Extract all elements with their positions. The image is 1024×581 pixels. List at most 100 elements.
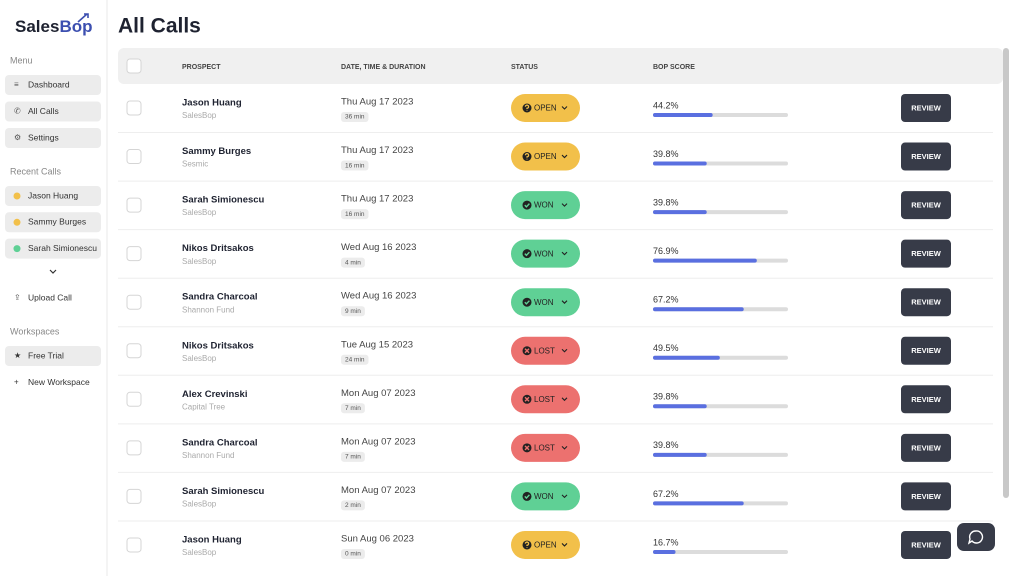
review-label[interactable]: REVIEW [911,103,942,112]
row-checkbox[interactable] [126,149,142,165]
call-date: Sun Aug 06 2023 [341,533,414,544]
workspace-bg[interactable] [5,346,101,366]
chat-button[interactable] [957,523,995,551]
status-icon-glyph [524,396,530,402]
column-header: BOP SCORE [653,64,695,71]
status-pill[interactable] [511,385,580,414]
duration-badge [341,548,365,559]
nav-icon: ✆ [14,107,21,116]
review-button[interactable] [901,288,951,317]
status-label[interactable]: WON [534,249,554,258]
nav-item[interactable]: All Calls [28,106,59,116]
nav-item[interactable]: Settings [28,132,59,142]
nav-item-bg[interactable] [5,101,101,122]
status-pill[interactable] [511,142,580,171]
recent-call-bg[interactable] [5,212,101,233]
review-label[interactable]: REVIEW [911,152,942,161]
status-label[interactable]: WON [534,298,554,307]
duration-badge [341,257,365,268]
nav-item-bg[interactable] [5,75,101,95]
recent-status-dot [13,245,21,253]
status-pill[interactable] [511,94,580,122]
recent-call[interactable]: Sammy Burges [28,217,86,227]
expand-chevron[interactable] [49,269,57,274]
select-all-checkbox[interactable] [126,58,142,74]
nav-item-bg[interactable] [5,128,101,148]
review-button[interactable] [901,385,951,414]
column-header: DATE, TIME & DURATION [341,64,426,71]
recent-call-bg[interactable] [5,238,101,259]
sidebar-section-title: Workspaces [10,326,60,336]
row-checkbox[interactable] [126,294,142,310]
workspace-item[interactable]: Free Trial [28,350,64,360]
chat-bg[interactable] [957,523,995,551]
recent-call-bg[interactable] [5,186,101,206]
call-duration: 16 min [345,211,365,218]
review-button[interactable] [901,94,951,122]
prospect-name: Jason Huang [182,534,242,545]
page-title: All Calls [118,15,201,38]
score-bar [653,404,707,409]
prospect-company: SalesBop [182,500,217,509]
status-icon [522,200,532,210]
status-label[interactable]: WON [534,492,554,501]
status-label[interactable]: OPEN [534,541,557,550]
row-checkbox[interactable] [126,246,142,262]
review-label[interactable]: REVIEW [911,443,942,452]
row-checkbox[interactable] [126,440,142,456]
call-date: Thu Aug 17 2023 [341,145,413,156]
row-checkbox[interactable] [126,391,142,407]
row-checkbox[interactable] [126,343,142,359]
review-button[interactable] [901,482,951,511]
status-pill[interactable] [511,482,580,511]
duration-badge [341,160,369,171]
call-date: Thu Aug 17 2023 [341,194,413,205]
status-pill[interactable] [511,530,580,559]
status-pill[interactable] [511,239,580,268]
status-icon-glyph [524,541,530,548]
recent-call[interactable]: Jason Huang [28,190,78,200]
review-label[interactable]: REVIEW [911,540,942,549]
status-icon [522,491,532,501]
review-label[interactable]: REVIEW [911,249,942,258]
status-label[interactable]: LOST [534,346,555,355]
status-icon-glyph [524,203,530,208]
status-pill[interactable] [511,288,580,317]
row-checkbox[interactable] [126,197,142,213]
review-button[interactable] [901,239,951,268]
row-checkbox[interactable] [126,100,142,116]
prospect-name: Sandra Charcoal [182,437,258,448]
review-button[interactable] [901,142,951,171]
review-label[interactable]: REVIEW [911,492,942,501]
status-pill[interactable] [511,191,580,220]
nav-item[interactable]: Dashboard [28,79,70,89]
status-pill[interactable] [511,433,580,462]
status-label[interactable]: LOST [534,443,555,452]
review-label[interactable]: REVIEW [911,346,942,355]
status-label[interactable]: LOST [534,395,555,404]
review-label[interactable]: REVIEW [911,395,942,404]
score-bar [653,307,744,312]
status-chevron [561,154,568,159]
row-checkbox[interactable] [126,537,142,553]
bop-score: 39.8% [653,149,679,159]
review-button[interactable] [901,336,951,365]
recent-call[interactable]: Sarah Simionescu [28,243,97,253]
review-button[interactable] [901,191,951,220]
status-chevron [561,445,568,450]
row-checkbox[interactable] [126,488,142,504]
bop-score: 49.5% [653,343,679,353]
status-label[interactable]: OPEN [534,104,557,113]
bop-score: 39.8% [653,440,679,450]
review-button[interactable] [901,530,951,559]
status-label[interactable]: WON [534,201,554,210]
upload-call[interactable]: Upload Call [28,292,72,302]
review-label[interactable]: REVIEW [911,298,942,307]
review-label[interactable]: REVIEW [911,201,942,210]
status-label[interactable]: OPEN [534,152,557,161]
table-header-bg [118,48,1003,84]
workspace-item[interactable]: New Workspace [28,377,90,387]
review-button[interactable] [901,433,951,462]
status-pill[interactable] [511,336,580,365]
status-icon [522,249,532,259]
